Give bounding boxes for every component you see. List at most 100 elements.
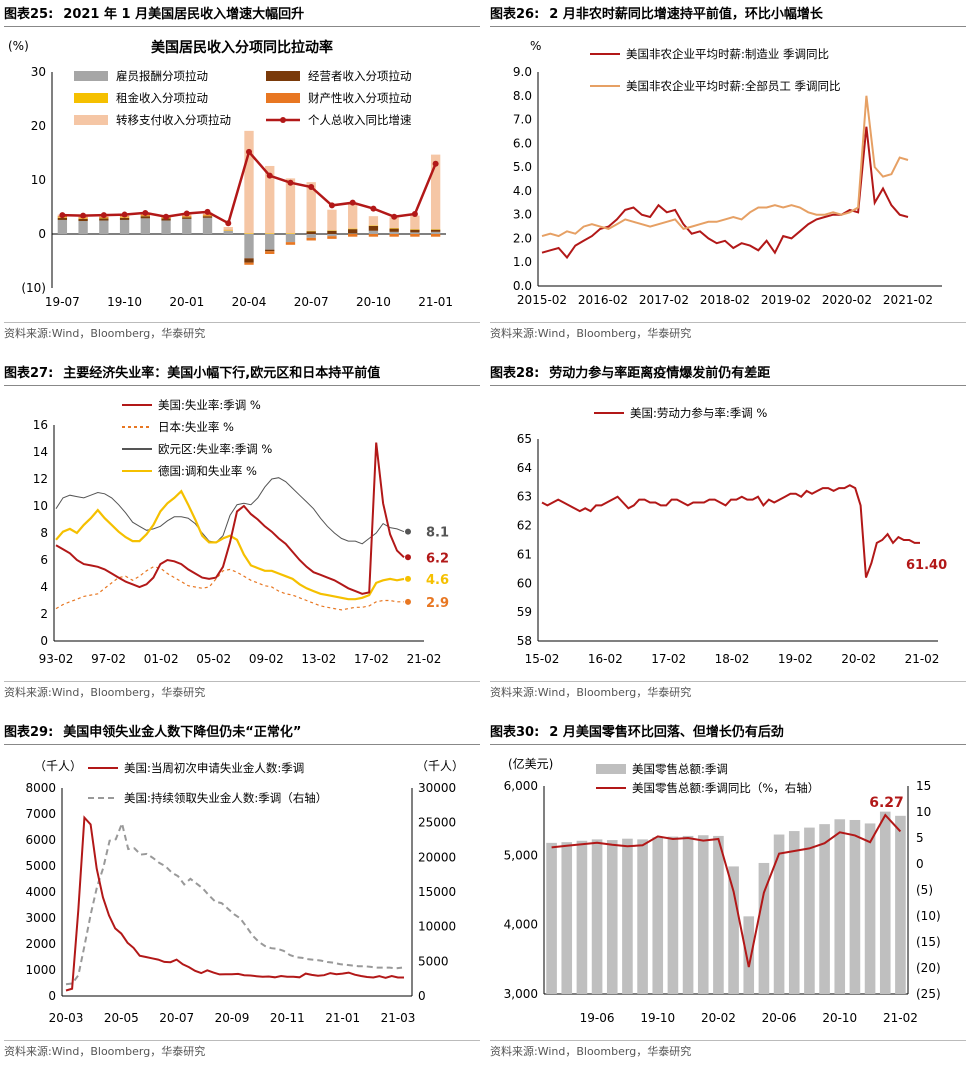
panel-number: 图表26: [490, 7, 540, 22]
bar-雇员报酬分项拉动 [410, 232, 420, 234]
x-tick-label: 20-04 [232, 295, 267, 309]
bar-转移支付收入分项拉动 [348, 204, 358, 229]
legend-label: 经营者收入分项拉动 [308, 69, 412, 83]
bar-财产性收入分项拉动 [348, 234, 358, 237]
y-tick-label: (25) [916, 987, 941, 1001]
y-tick-label: 4,000 [504, 918, 538, 932]
x-tick-label: 20-05 [104, 1011, 139, 1025]
retail-bar [879, 811, 891, 994]
y-tick-label: 25000 [418, 816, 456, 830]
bar-雇员报酬分项拉动 [389, 231, 399, 234]
panel-title: 图表30: 2 月美国零售环比回落、但增长仍有后劲 [490, 722, 966, 745]
last-value-label: 6.2 [426, 551, 449, 566]
y-tick-label: (10) [21, 281, 46, 295]
last-value-label: 2.9 [426, 596, 449, 611]
x-tick-label: 16-02 [588, 652, 623, 666]
y-tick-label: 62 [517, 519, 532, 533]
bar-转移支付收入分项拉动 [285, 178, 296, 234]
legend-label: 美国:失业率:季调 % [158, 398, 261, 412]
bar-租金收入分项拉动 [306, 230, 316, 232]
bar-转移支付收入分项拉动 [389, 217, 399, 229]
y-axis-unit: (亿美元) [508, 756, 553, 771]
x-tick-label: 20-06 [762, 1011, 797, 1025]
bar-雇员报酬分项拉动 [99, 220, 109, 234]
source-note: 资料来源:Wind，Bloomberg，华泰研究 [4, 1040, 480, 1063]
series-line-1 [541, 95, 909, 238]
last-point-2 [405, 528, 411, 535]
y-tick-label: 10 [31, 173, 46, 187]
panel-title: 图表28: 劳动力参与率距离疫情爆发前仍有差距 [490, 363, 966, 386]
bar-经营者收入分项拉动 [57, 217, 68, 220]
bar-雇员报酬分项拉动 [244, 234, 254, 259]
bar-财产性收入分项拉动 [265, 251, 275, 254]
bar-财产性收入分项拉动 [202, 214, 213, 216]
retail-bar [697, 835, 709, 994]
x-tick-label: 20-02 [701, 1011, 736, 1025]
y-tick-label: 4 [40, 580, 48, 594]
legend-label: 美国:当周初次申请失业金人数:季调 [124, 761, 304, 775]
y-tick-label: 6 [40, 553, 48, 567]
y-tick-label: 30000 [418, 781, 456, 795]
y-tick-label: 1.0 [513, 255, 532, 269]
y-tick-label: 5 [916, 831, 924, 845]
panel-number: 图表30: [490, 725, 540, 740]
series-line-2 [55, 477, 405, 545]
y-tick-label: 6,000 [504, 779, 538, 793]
x-tick-label: 19-06 [580, 1011, 615, 1025]
last-point-3 [405, 575, 411, 582]
y-tick-label: 3.0 [513, 208, 532, 222]
legend-label: 欧元区:失业率:季调 % [158, 442, 272, 456]
y-tick-label: 12 [33, 472, 48, 486]
retail-bar [895, 815, 906, 994]
legend-label: 美国非农企业平均时薪:全部员工 季调同比 [626, 79, 841, 93]
x-tick-label: 20-07 [294, 295, 329, 309]
x-tick-label: 21-02 [905, 652, 940, 666]
retail-yoy-line [551, 813, 902, 968]
last-point-1 [405, 598, 411, 605]
y-tick-label: 16 [33, 418, 48, 432]
x-tick-label: 21-02 [883, 1011, 918, 1025]
panel-title: 图表25: 2021 年 1 月美国居民收入增速大幅回升 [4, 4, 480, 27]
bar-经营者收入分项拉动 [99, 218, 109, 221]
line-point [328, 202, 335, 209]
retail-bar [773, 834, 785, 994]
bar-经营者收入分项拉动 [306, 231, 316, 234]
y-tick-label: 2.0 [513, 231, 532, 245]
bar-经营者收入分项拉动 [78, 218, 88, 222]
x-tick-label: 19-10 [107, 295, 142, 309]
x-tick-label: 18-02 [715, 652, 750, 666]
retail-bar [849, 819, 861, 994]
bar-财产性收入分项拉动 [306, 237, 316, 241]
line-point [391, 213, 398, 220]
bar-经营者收入分项拉动 [368, 225, 379, 231]
retail-bar [834, 819, 846, 994]
bar-经营者收入分项拉动 [389, 228, 399, 232]
x-tick-label: 20-02 [841, 652, 876, 666]
legend-swatch [266, 71, 300, 81]
panel-title-text: 2 月美国零售环比回落、但增长仍有后劲 [549, 725, 784, 740]
line-point [246, 148, 252, 155]
retail-bar [804, 827, 815, 994]
legend-label: 美国零售总额:季调同比（%，右轴） [632, 781, 819, 795]
x-tick-label: 2020-02 [822, 293, 872, 307]
retail-bar [622, 838, 633, 994]
continuing-claims-line [65, 820, 403, 986]
y-tick-label: 20000 [418, 850, 456, 864]
legend-swatch [266, 93, 300, 103]
y-tick-label: 0 [40, 634, 48, 648]
x-tick-label: 17-02 [354, 652, 389, 666]
participation-rate-chart: 58 59 60 61 62 63 64 65 61.40 15-02 16-02 17-02 18-0… [517, 406, 947, 666]
retail-bar [606, 840, 618, 994]
y-axis-unit-right: （千人） [416, 759, 464, 773]
bar-经营者收入分项拉动 [430, 229, 441, 232]
y-axis-unit: (%) [8, 39, 29, 53]
panel-title-text: 主要经济失业率：美国小幅下行,欧元区和日本持平前值 [63, 366, 381, 381]
y-tick-label: 4000 [25, 885, 56, 899]
x-tick-label: 2016-02 [578, 293, 628, 307]
x-tick-label: 2017-02 [639, 293, 689, 307]
panel-chart-30: 图表30: 2 月美国零售环比回落、但增长仍有后劲 (亿美元) 3,000 4,000… [490, 722, 966, 1074]
initial-claims-line [65, 815, 404, 992]
x-tick-label: 21-03 [381, 1011, 416, 1025]
x-tick-label: 2015-02 [517, 293, 567, 307]
bar-租金收入分项拉动 [348, 228, 358, 230]
